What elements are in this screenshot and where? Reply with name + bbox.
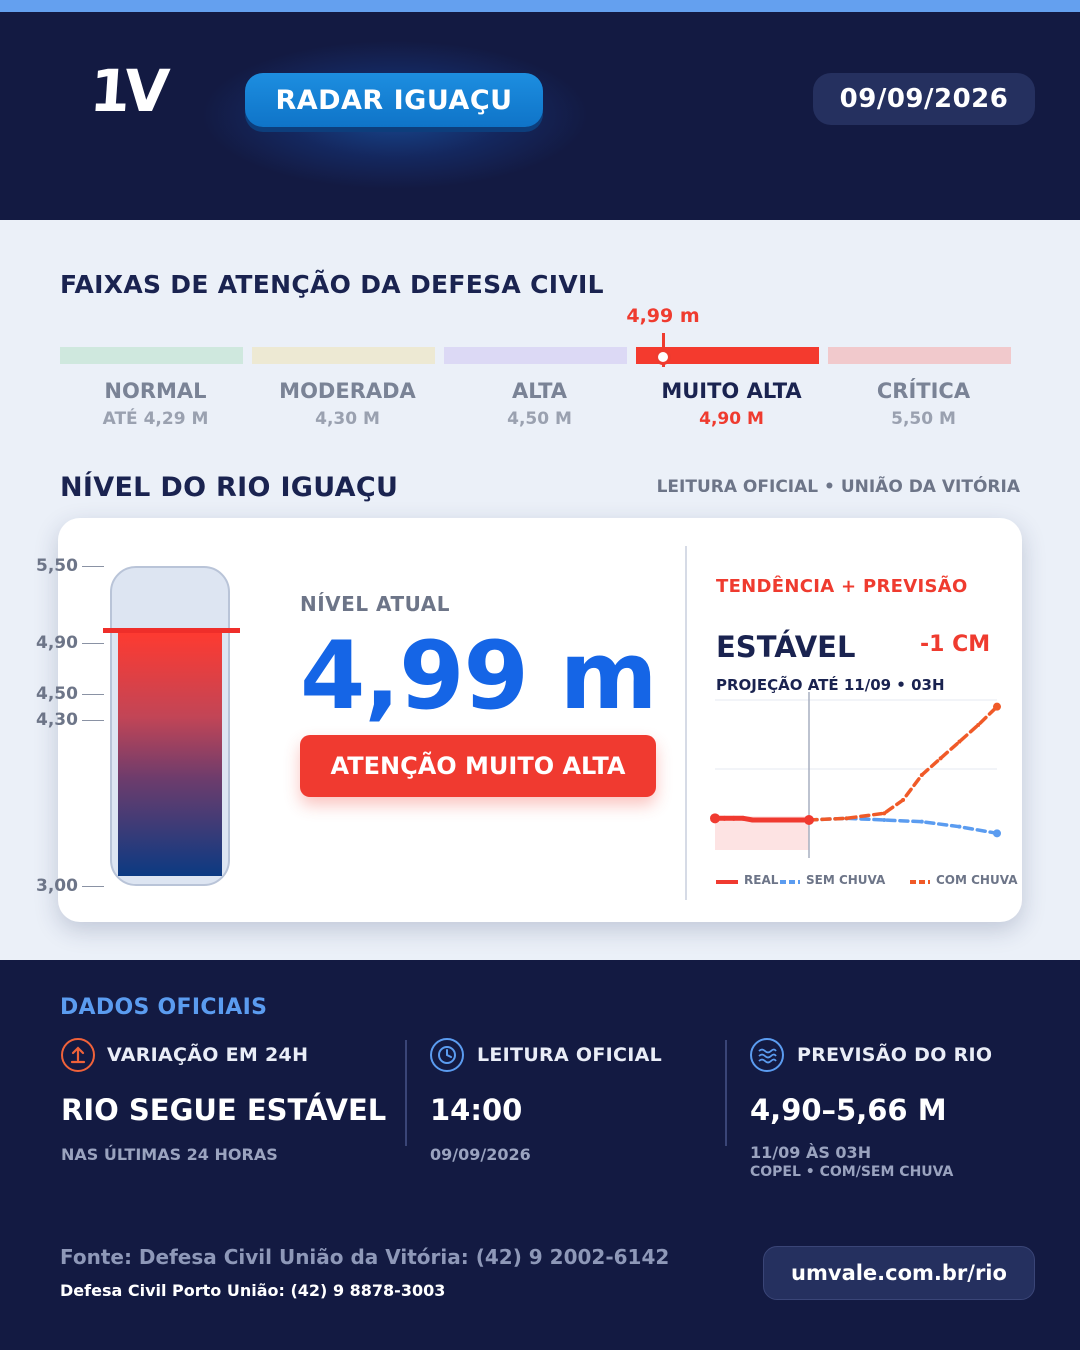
chart-point — [901, 798, 905, 802]
col-variacao-head: VARIAÇÃO EM 24H — [107, 1044, 309, 1066]
col-previsao-small2: COPEL • COM/SEM CHUVA — [750, 1164, 954, 1180]
col-previsao-big: 4,90–5,66 M — [750, 1093, 947, 1127]
level-gauge-marker — [103, 628, 240, 633]
col-leitura-head: LEITURA OFICIAL — [477, 1044, 663, 1066]
trend-delta: -1 CM — [920, 632, 991, 657]
band-normal-value: ATÉ 4,29 M — [102, 409, 209, 429]
chart-point — [957, 739, 962, 744]
chart-now-point — [804, 815, 814, 825]
source-line-1: Fonte: Defesa Civil União da Vitória: (4… — [60, 1245, 670, 1269]
band-moderada-name: MODERADA — [279, 379, 416, 403]
legend-sem-chuva-swatch — [780, 880, 800, 884]
trend-status: ESTÁVEL — [716, 630, 856, 664]
chart-point — [750, 817, 756, 823]
chart-point — [976, 723, 981, 727]
chart-point — [938, 756, 943, 761]
legend-com-chuva-label: COM CHUVA — [936, 873, 1018, 887]
col-leitura-small: 09/09/2026 — [430, 1145, 531, 1164]
band-alta-name: ALTA — [511, 379, 568, 403]
chart-point — [882, 811, 887, 816]
scale-label-490: 4,90 — [36, 633, 78, 653]
legend-com-chuva-swatch — [910, 880, 930, 884]
footer-section-title: DADOS OFICIAIS — [60, 995, 268, 1020]
col-leitura-big: 14:00 — [430, 1093, 523, 1127]
chart-series-com-chuva — [807, 704, 999, 822]
chart-point — [768, 817, 774, 823]
source-line-2: Defesa Civil Porto União: (42) 9 8878-30… — [60, 1281, 446, 1300]
chart-point — [787, 817, 793, 823]
current-marker-dot — [655, 349, 671, 365]
scale-label-430: 4,30 — [36, 710, 78, 730]
scale-tick — [82, 694, 104, 695]
band-critica-value: 5,50 M — [891, 409, 956, 429]
col-variacao-big: RIO SEGUE ESTÁVEL — [61, 1093, 387, 1127]
card-divider — [685, 546, 687, 900]
scale-label-550: 5,50 — [36, 556, 78, 576]
bands-title: FAIXAS DE ATENÇÃO DA DEFESA CIVIL — [60, 270, 604, 299]
legend-real-label: REAL — [744, 873, 779, 887]
band-normal-bar — [60, 347, 243, 364]
band-moderada-value: 4,30 M — [315, 409, 380, 429]
current-marker-label: 4,99 m — [626, 305, 700, 327]
band-critica-name: CRÍTICA — [876, 379, 971, 403]
legend-sem-chuva-label: SEM CHUVA — [806, 873, 886, 887]
chart-point — [919, 773, 924, 777]
footer-divider — [405, 1040, 407, 1146]
chart-point — [740, 815, 746, 821]
chart-point — [797, 817, 803, 823]
alert-badge: ATENÇÃO MUITO ALTA — [300, 735, 656, 797]
chart-point — [759, 817, 765, 823]
chart-point — [919, 819, 924, 824]
date-badge: 09/09/2026 — [813, 73, 1035, 125]
footer-divider — [725, 1040, 727, 1146]
scale-label-450: 4,50 — [36, 684, 78, 704]
website-link[interactable]: umvale.com.br/rio — [763, 1246, 1035, 1300]
chart-point — [731, 815, 737, 821]
chart-end-point-com-chuva — [993, 702, 1001, 711]
current-level-value: 4,99 m — [300, 622, 658, 731]
logo: 1V — [87, 57, 166, 125]
legend-real-swatch — [716, 880, 738, 884]
current-level-label: NÍVEL ATUAL — [300, 592, 450, 616]
scale-tick — [82, 886, 104, 887]
scale-label-300: 3,00 — [36, 876, 78, 896]
chart-end-point-sem-chuva — [993, 829, 1001, 838]
trend-chart — [710, 692, 1001, 858]
scale-tick — [82, 720, 104, 721]
band-normal-name: NORMAL — [104, 379, 207, 403]
band-critica-bar — [828, 347, 1011, 364]
chart-point — [721, 815, 727, 821]
band-muito-alta-value: 4,90 M — [699, 409, 764, 429]
chart-point — [778, 817, 784, 823]
scale-tick — [82, 566, 104, 567]
band-muito-alta-name: MUITO ALTA — [661, 379, 802, 403]
col-variacao-small: NAS ÚLTIMAS 24 HORAS — [61, 1145, 278, 1164]
chart-series-sem-chuva — [807, 816, 999, 836]
chart-start-point — [710, 813, 720, 824]
col-previsao-small: 11/09 ÀS 03H — [750, 1143, 872, 1162]
col-previsao-head: PREVISÃO DO RIO — [797, 1044, 993, 1066]
level-title: NÍVEL DO RIO IGUAÇU — [60, 472, 399, 503]
scale-tick — [82, 643, 104, 644]
clock-icon — [430, 1038, 464, 1072]
band-moderada-bar — [252, 347, 435, 364]
trend-projection: PROJEÇÃO ATÉ 11/09 • 03H — [716, 676, 945, 694]
chart-point — [957, 824, 962, 829]
radar-badge: RADAR IGUAÇU — [245, 73, 543, 127]
level-subtitle: LEITURA OFICIAL • UNIÃO DA VITÓRIA — [656, 477, 1020, 497]
trend-title: TENDÊNCIA + PREVISÃO — [716, 576, 968, 597]
top-accent-strip — [0, 0, 1080, 12]
chart-point — [844, 816, 849, 821]
arrow-up-circle-icon — [61, 1038, 95, 1072]
waves-icon — [750, 1038, 784, 1072]
band-alta-value: 4,50 M — [507, 409, 572, 429]
band-muito-alta-bar — [636, 347, 819, 364]
level-gauge-fill — [118, 631, 222, 876]
chart-point — [882, 818, 887, 822]
band-alta-bar — [444, 347, 627, 364]
